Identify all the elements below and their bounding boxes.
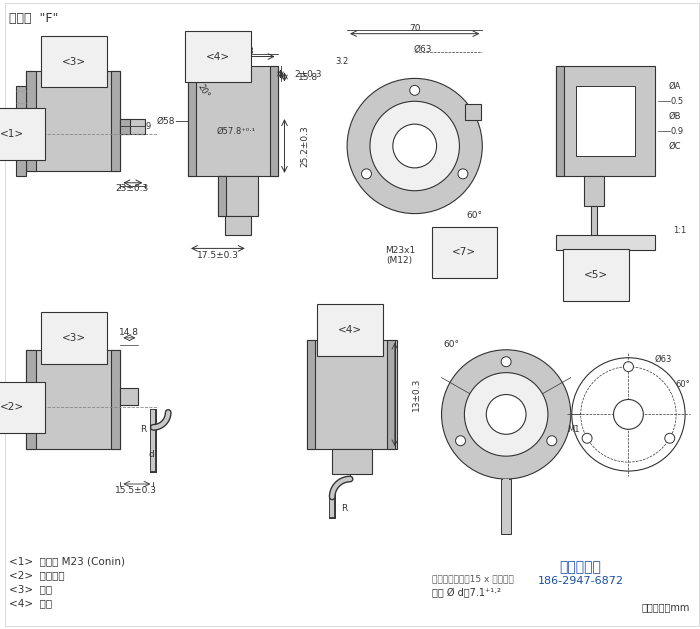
Circle shape	[613, 399, 643, 430]
Text: 空心轴  "F": 空心轴 "F"	[9, 12, 59, 25]
Text: Ø57.8⁺⁰·¹: Ø57.8⁺⁰·¹	[216, 126, 256, 136]
Bar	[501, 479, 511, 533]
Bar	[584, 176, 603, 206]
Bar	[556, 67, 655, 176]
Text: 电缆 Ø d：7.1⁺¹·²: 电缆 Ø d：7.1⁺¹·²	[432, 588, 500, 598]
Text: <4>: <4>	[206, 52, 230, 62]
Circle shape	[501, 357, 511, 367]
Text: ØC: ØC	[668, 142, 680, 150]
Bar	[307, 340, 397, 449]
Text: R: R	[341, 504, 347, 513]
Bar	[120, 119, 130, 134]
Circle shape	[486, 394, 526, 434]
Bar	[26, 72, 36, 171]
Text: M1: M1	[568, 425, 580, 434]
Text: Ø58: Ø58	[157, 116, 175, 126]
Text: M23x1: M23x1	[385, 246, 415, 255]
Text: 0.5: 0.5	[670, 97, 683, 106]
Bar	[503, 479, 509, 533]
Text: 53.4±0.3: 53.4±0.3	[212, 47, 253, 56]
Text: <2>  连接电缆: <2> 连接电缆	[9, 571, 64, 581]
Text: 尺寸单位：mm: 尺寸单位：mm	[642, 602, 690, 612]
Circle shape	[572, 358, 685, 471]
Bar	[111, 72, 120, 171]
Circle shape	[547, 436, 556, 446]
Text: R: R	[140, 425, 146, 434]
Text: <3>: <3>	[62, 333, 86, 343]
Text: 15.5±0.3: 15.5±0.3	[116, 486, 158, 496]
Circle shape	[456, 436, 466, 446]
Bar	[111, 350, 120, 449]
Text: 17.5±0.3: 17.5±0.3	[197, 251, 239, 260]
Text: <3>  轴向: <3> 轴向	[9, 584, 52, 594]
Text: 70: 70	[409, 24, 421, 33]
Circle shape	[582, 433, 592, 443]
Bar	[218, 176, 258, 216]
Bar	[26, 72, 120, 171]
Text: Ø63: Ø63	[654, 355, 672, 364]
Bar	[556, 67, 564, 176]
Text: 2±0.3: 2±0.3	[295, 70, 322, 79]
Bar	[270, 67, 277, 176]
Text: <2>: <2>	[0, 403, 25, 413]
Circle shape	[347, 79, 482, 214]
Bar	[16, 86, 26, 176]
Bar	[575, 86, 636, 156]
Bar	[26, 350, 36, 449]
Bar	[120, 119, 146, 134]
Circle shape	[665, 433, 675, 443]
Bar	[225, 216, 251, 235]
Circle shape	[410, 86, 420, 96]
Bar	[218, 176, 226, 216]
Text: 13±0.3: 13±0.3	[412, 378, 421, 411]
Circle shape	[361, 169, 372, 179]
Circle shape	[370, 101, 459, 191]
Bar	[120, 387, 139, 406]
Circle shape	[393, 124, 437, 168]
Text: 14.8: 14.8	[120, 328, 139, 337]
Text: 0.9: 0.9	[670, 126, 683, 136]
Text: 电缆弯曲半径：15 x 电缆直径: 电缆弯曲半径：15 x 电缆直径	[432, 574, 513, 583]
Bar	[387, 340, 395, 449]
Text: ØB: ØB	[668, 112, 680, 121]
Text: 60°: 60°	[676, 380, 690, 389]
Text: 186-2947-6872: 186-2947-6872	[538, 576, 624, 586]
Text: 25.2±0.3: 25.2±0.3	[300, 125, 309, 167]
Text: <4>: <4>	[338, 325, 362, 335]
Text: 60°: 60°	[444, 340, 459, 349]
Text: 20°: 20°	[195, 83, 211, 100]
Text: (M12): (M12)	[386, 256, 413, 265]
Bar	[332, 449, 372, 474]
Text: 3.2: 3.2	[335, 57, 349, 66]
Text: <1>  连接器 M23 (Conin): <1> 连接器 M23 (Conin)	[9, 557, 125, 567]
Text: 23±0.3: 23±0.3	[116, 184, 149, 193]
Text: <1>: <1>	[0, 129, 25, 139]
Circle shape	[464, 372, 548, 456]
Text: Ø63: Ø63	[414, 45, 432, 54]
Circle shape	[442, 350, 570, 479]
Bar	[26, 350, 120, 449]
Text: d: d	[148, 450, 154, 459]
Text: 9: 9	[146, 121, 151, 131]
Text: 西安德伍拓: 西安德伍拓	[560, 560, 601, 574]
Text: 60°: 60°	[466, 211, 482, 220]
Text: <5>: <5>	[584, 270, 608, 281]
Circle shape	[458, 169, 468, 179]
Text: <3>: <3>	[62, 57, 86, 67]
Bar	[188, 67, 196, 176]
Bar	[591, 206, 596, 245]
Bar	[466, 104, 481, 120]
Text: ØA: ØA	[668, 82, 680, 91]
Text: <7>: <7>	[452, 247, 477, 257]
Text: <4>  径向: <4> 径向	[9, 598, 52, 608]
Circle shape	[624, 362, 634, 372]
Text: 15.8: 15.8	[298, 73, 318, 82]
Bar	[307, 340, 315, 449]
Bar	[188, 67, 277, 176]
Text: 1:1: 1:1	[673, 226, 687, 235]
Bar	[556, 235, 655, 250]
